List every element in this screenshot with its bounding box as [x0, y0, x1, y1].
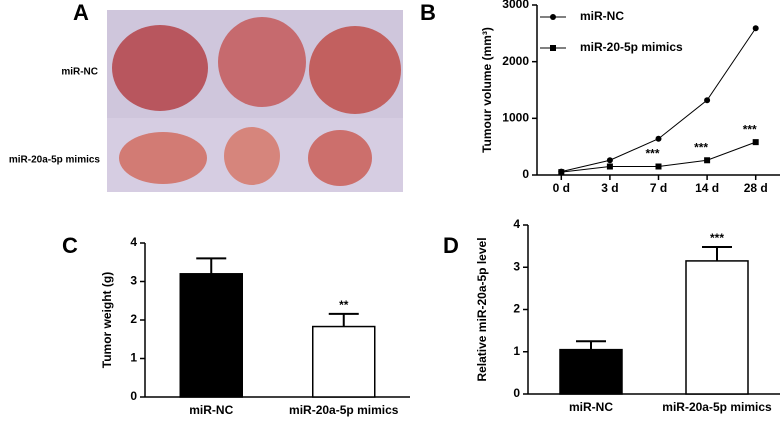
y-tick-label: 2 — [130, 312, 137, 326]
x-tick-label: miR-NC — [189, 403, 233, 417]
significance: *** — [710, 231, 724, 245]
y-tick-label: 1 — [513, 344, 520, 358]
tumour — [224, 127, 280, 185]
marker — [606, 163, 613, 170]
photo-panel: A miR-NC miR-20a-5p mimics — [9, 0, 403, 192]
row-label: miR-20a-5p mimics — [9, 155, 101, 166]
panel-letter: A — [73, 0, 89, 25]
legend-label: miR-20-5p mimics — [580, 40, 683, 54]
bar — [559, 348, 623, 395]
marker — [655, 163, 662, 170]
legend-marker — [550, 45, 556, 51]
marker — [704, 157, 711, 164]
y-tick-label: 1000 — [502, 111, 529, 125]
bar — [312, 325, 376, 398]
y-tick-label: 0 — [130, 389, 137, 403]
panel-letter: D — [443, 233, 459, 258]
panel-letter: C — [62, 233, 78, 258]
y-tick-label: 3 — [130, 274, 137, 288]
tumour — [218, 17, 306, 107]
x-tick-label: 14 d — [695, 181, 719, 195]
x-tick-label: miR-NC — [569, 400, 613, 414]
marker — [752, 25, 759, 32]
x-tick-label: miR-20a-5p mimics — [289, 403, 399, 417]
x-tick-label: 3 d — [601, 181, 618, 195]
marker — [752, 139, 759, 146]
y-tick-label: 2 — [513, 302, 520, 316]
marker — [558, 169, 565, 176]
y-tick-label: 3 — [513, 259, 520, 273]
significance: ** — [339, 298, 349, 312]
legend-marker — [550, 14, 556, 20]
significance: *** — [645, 147, 659, 161]
y-tick-label: 0 — [522, 167, 529, 181]
significance: *** — [743, 122, 757, 136]
y-tick-label: 1 — [130, 351, 137, 365]
panel-letter: B — [420, 0, 436, 25]
bar — [179, 273, 243, 398]
y-axis-label: Tumour volume (mm³) — [480, 27, 494, 153]
bar — [685, 260, 749, 395]
legend-label: miR-NC — [580, 9, 624, 23]
x-tick-label: 7 d — [650, 181, 667, 195]
tumour — [112, 25, 208, 111]
marker — [606, 157, 613, 164]
row-label: miR-NC — [61, 67, 98, 78]
y-tick-label: 2000 — [502, 54, 529, 68]
y-axis-label: Relative miR-20a-5p level — [475, 237, 489, 381]
y-axis-label: Tumor weight (g) — [100, 272, 114, 368]
x-tick-label: 28 d — [744, 181, 768, 195]
tumour — [309, 26, 401, 114]
significance: *** — [694, 140, 708, 154]
y-tick-label: 0 — [513, 386, 520, 400]
tumour — [119, 132, 207, 184]
x-tick-label: miR-20a-5p mimics — [662, 400, 772, 414]
y-tick-label: 3000 — [502, 0, 529, 11]
marker — [655, 135, 662, 142]
y-tick-label: 4 — [130, 235, 137, 249]
tumour — [308, 130, 372, 186]
x-tick-label: 0 d — [553, 181, 570, 195]
y-tick-label: 4 — [513, 217, 520, 231]
marker — [704, 97, 711, 104]
